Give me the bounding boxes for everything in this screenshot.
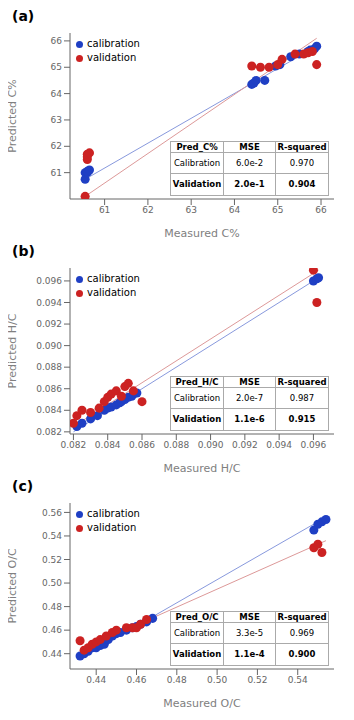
svg-text:0.54: 0.54 <box>42 531 62 541</box>
html-text:Validation: Validation <box>172 414 222 425</box>
svg-text:0.088: 0.088 <box>163 440 189 450</box>
svg-text:0.086: 0.086 <box>129 440 155 450</box>
svg-text:0.092: 0.092 <box>232 440 258 450</box>
svg-text:Measured H/C: Measured H/C <box>164 462 241 475</box>
svg-text:66: 66 <box>51 36 63 46</box>
svg-text:61: 61 <box>51 168 62 178</box>
svg-text:0.094: 0.094 <box>266 440 292 450</box>
svg-text:0.44: 0.44 <box>42 649 62 659</box>
svg-text:65: 65 <box>272 205 283 215</box>
svg-text:62: 62 <box>142 205 153 215</box>
html-text:(c): (c) <box>12 478 34 494</box>
html-text:1.1e-4: 1.1e-4 <box>234 649 265 660</box>
svg-text:63: 63 <box>51 115 62 125</box>
html-text:Pred_H/C: Pred_H/C <box>175 376 219 387</box>
svg-text:62: 62 <box>51 141 62 151</box>
html-text:MSE: MSE <box>239 611 260 622</box>
svg-text:Measured C%: Measured C% <box>164 227 239 240</box>
svg-text:0.096: 0.096 <box>301 440 327 450</box>
html-text:Calibration: Calibration <box>173 393 221 404</box>
html-text:Validation: Validation <box>172 649 222 660</box>
html-text:validation: validation <box>87 287 137 298</box>
html-text:3.3e-5: 3.3e-5 <box>235 628 264 639</box>
svg-text:63: 63 <box>185 205 196 215</box>
html-text:calibration: calibration <box>87 273 140 284</box>
svg-text:0.48: 0.48 <box>42 602 62 612</box>
html-text:Validation: Validation <box>172 179 222 190</box>
svg-text:65: 65 <box>51 62 62 72</box>
html-text:MSE: MSE <box>239 141 260 152</box>
svg-text:0.094: 0.094 <box>36 298 62 308</box>
html-text:Pred_C%: Pred_C% <box>176 141 218 152</box>
svg-text:64: 64 <box>51 89 63 99</box>
html-text:Calibration: Calibration <box>173 628 221 639</box>
html-text:calibration: calibration <box>87 38 140 49</box>
svg-text:0.090: 0.090 <box>198 440 224 450</box>
html-text:6.0e-2: 6.0e-2 <box>235 158 264 169</box>
svg-text:0.50: 0.50 <box>207 675 227 685</box>
svg-text:66: 66 <box>315 205 327 215</box>
svg-text:0.56: 0.56 <box>42 508 62 518</box>
svg-text:Measured O/C: Measured O/C <box>163 697 241 710</box>
html-text:0.970: 0.970 <box>289 158 315 169</box>
svg-text:0.54: 0.54 <box>288 675 308 685</box>
svg-text:0.096: 0.096 <box>36 276 62 286</box>
html-text:0.904: 0.904 <box>288 179 316 190</box>
svg-text:0.50: 0.50 <box>42 578 62 588</box>
svg-text:0.082: 0.082 <box>36 427 62 437</box>
svg-text:Predicted O/C: Predicted O/C <box>8 548 19 623</box>
svg-text:61: 61 <box>99 205 110 215</box>
svg-text:Predicted H/C: Predicted H/C <box>8 313 19 388</box>
html-text:2.0e-1: 2.0e-1 <box>234 179 265 190</box>
html-text:(b): (b) <box>12 243 35 259</box>
html-text:0.900: 0.900 <box>288 649 316 660</box>
html-text:R-squared: R-squared <box>277 141 327 152</box>
html-text:validation: validation <box>87 52 137 63</box>
html-text:R-squared: R-squared <box>277 611 327 622</box>
svg-text:0.46: 0.46 <box>126 675 146 685</box>
svg-text:0.52: 0.52 <box>42 555 62 565</box>
svg-text:Predicted C%: Predicted C% <box>8 79 19 152</box>
svg-text:0.084: 0.084 <box>36 405 62 415</box>
html-text:calibration: calibration <box>87 508 140 519</box>
html-text:MSE: MSE <box>239 376 260 387</box>
html-text:Calibration: Calibration <box>173 158 221 169</box>
svg-text:0.084: 0.084 <box>95 440 121 450</box>
svg-text:0.086: 0.086 <box>36 384 62 394</box>
html-text:2.0e-7: 2.0e-7 <box>235 393 264 404</box>
html-text:(a): (a) <box>12 8 35 24</box>
html-text:R-squared: R-squared <box>277 376 327 387</box>
html-text:0.915: 0.915 <box>288 414 316 425</box>
svg-text:0.44: 0.44 <box>86 675 106 685</box>
svg-text:0.090: 0.090 <box>36 341 62 351</box>
svg-text:0.46: 0.46 <box>42 625 62 635</box>
svg-text:64: 64 <box>229 205 241 215</box>
html-text:Pred_O/C: Pred_O/C <box>175 611 219 622</box>
svg-text:0.48: 0.48 <box>167 675 187 685</box>
svg-text:0.52: 0.52 <box>247 675 267 685</box>
svg-text:0.092: 0.092 <box>36 319 62 329</box>
html-text:1.1e-6: 1.1e-6 <box>234 414 265 425</box>
svg-text:0.082: 0.082 <box>61 440 87 450</box>
html-text:0.969: 0.969 <box>289 628 315 639</box>
html-text:validation: validation <box>87 522 137 533</box>
html-text:0.987: 0.987 <box>289 393 315 404</box>
svg-text:0.088: 0.088 <box>36 362 62 372</box>
